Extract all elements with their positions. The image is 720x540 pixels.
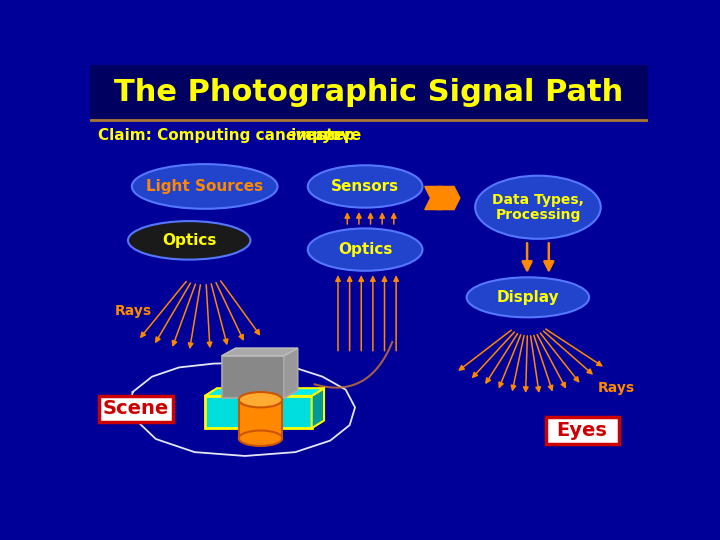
Ellipse shape [307,228,423,271]
Text: The Photographic Signal Path: The Photographic Signal Path [114,78,624,107]
Ellipse shape [467,278,589,318]
Polygon shape [204,388,324,396]
Text: step: step [312,128,354,143]
Text: Claim: Computing can improve: Claim: Computing can improve [98,128,366,143]
FancyBboxPatch shape [204,396,312,428]
Text: Display: Display [497,290,559,305]
Ellipse shape [239,430,282,446]
Polygon shape [284,348,297,398]
Polygon shape [312,388,324,428]
Text: Sensors: Sensors [331,179,399,194]
Ellipse shape [239,392,282,408]
Text: Data Types,: Data Types, [492,193,584,206]
Text: Light Sources: Light Sources [146,179,264,194]
Polygon shape [222,348,297,356]
Text: Optics: Optics [338,242,392,257]
Text: Eyes: Eyes [557,421,608,440]
Ellipse shape [307,165,423,208]
Text: Scene: Scene [102,400,169,419]
FancyBboxPatch shape [546,417,619,444]
Ellipse shape [132,164,277,209]
Text: every: every [285,128,333,143]
Text: Processing: Processing [495,208,580,222]
FancyBboxPatch shape [99,396,173,422]
FancyBboxPatch shape [90,65,648,120]
Text: Rays: Rays [598,381,635,395]
Polygon shape [425,186,448,210]
Text: Rays: Rays [114,304,152,318]
Text: Optics: Optics [162,233,217,248]
FancyBboxPatch shape [222,356,284,398]
Ellipse shape [128,221,251,260]
Ellipse shape [475,176,600,239]
Polygon shape [437,186,460,210]
FancyBboxPatch shape [239,400,282,438]
